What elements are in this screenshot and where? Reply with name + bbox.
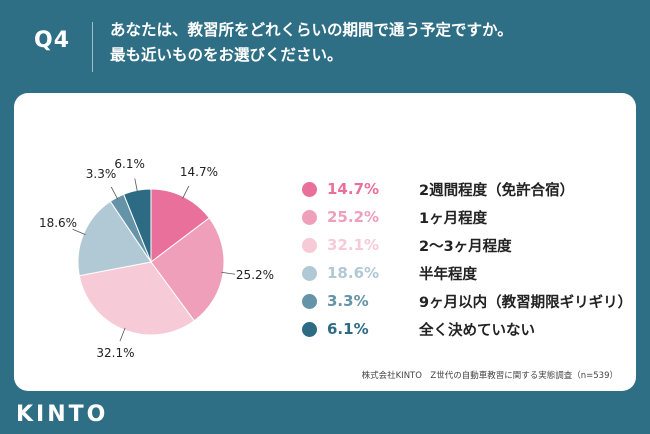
legend-swatch: [302, 321, 317, 337]
chart-legend: 14.7% 2週間程度（免許合宿） 25.2% 1ヶ月程度 32.1% 2〜3ヶ月程度 18…: [302, 175, 632, 343]
chart-panel: 14.7% 25.2% 32.1% 18.6% 3.3% 6.1% 14.7% 2週間程度（…: [14, 93, 636, 391]
question-text-line1: あなたは、教習所をどれくらいの期間で通う予定ですか。: [110, 21, 513, 39]
pie-chart: [72, 178, 236, 342]
legend-swatch: [302, 237, 317, 253]
legend-percent: 14.7%: [327, 180, 380, 198]
question-number: Q4: [34, 28, 71, 53]
legend-swatch: [302, 181, 317, 197]
slice-percent-label: 25.2%: [235, 268, 275, 283]
legend-percent: 3.3%: [327, 292, 369, 310]
legend-percent: 25.2%: [327, 208, 380, 226]
slice-percent-label: 14.7%: [179, 165, 219, 180]
header-divider: [92, 22, 93, 72]
callout-line: [72, 228, 86, 235]
kinto-logo: KINTO: [16, 402, 109, 427]
source-note: 株式会社KINTO Z世代の自動車教習に関する実態調査（n=539）: [361, 371, 618, 381]
legend-percent: 32.1%: [327, 236, 380, 254]
legend-item: 3.3% 9ヶ月以内（教習期限ギリギリ）: [302, 287, 632, 315]
legend-item: 18.6% 半年程度: [302, 259, 632, 287]
legend-percent: 6.1%: [327, 320, 369, 338]
legend-label: 全く決めていない: [419, 322, 535, 339]
callout-line: [110, 186, 119, 200]
question-text-line2: 最も近いものをお選びください。: [110, 46, 343, 64]
legend-label: 9ヶ月以内（教習期限ギリギリ）: [419, 294, 633, 311]
callout-line: [182, 185, 190, 199]
legend-swatch: [302, 293, 317, 309]
legend-item: 25.2% 1ヶ月程度: [302, 203, 632, 231]
legend-item: 14.7% 2週間程度（免許合宿）: [302, 175, 632, 203]
slice-percent-label: 6.1%: [114, 156, 145, 171]
legend-label: 2〜3ヶ月程度: [419, 238, 512, 255]
legend-label: 1ヶ月程度: [419, 210, 488, 227]
slice-percent-label: 3.3%: [85, 166, 117, 181]
callout-line: [221, 271, 236, 275]
legend-swatch: [302, 209, 317, 225]
legend-percent: 18.6%: [327, 264, 380, 282]
legend-label: 2週間程度（免許合宿）: [419, 182, 575, 199]
slice-percent-label: 32.1%: [96, 346, 135, 361]
callout-line: [119, 327, 126, 342]
callout-line: [134, 178, 138, 193]
slice-percent-label: 18.6%: [38, 215, 78, 230]
legend-swatch: [302, 265, 317, 281]
question-text: あなたは、教習所をどれくらいの期間で通う予定ですか。 最も近いものをお選びくださ…: [110, 18, 513, 68]
legend-item: 32.1% 2〜3ヶ月程度: [302, 231, 632, 259]
legend-item: 6.1% 全く決めていない: [302, 315, 632, 343]
legend-label: 半年程度: [419, 266, 477, 283]
